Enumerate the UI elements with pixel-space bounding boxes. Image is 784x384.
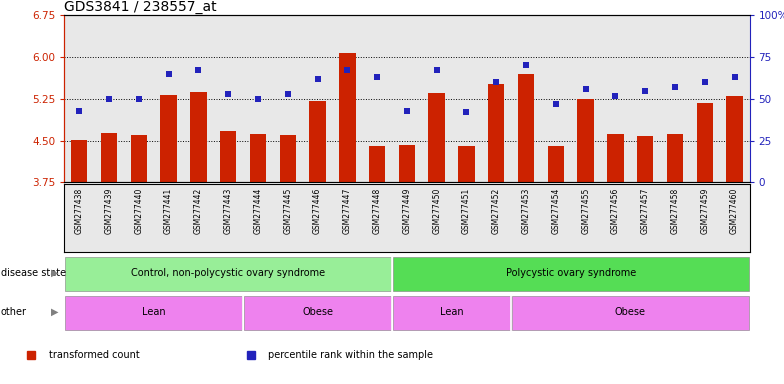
- Bar: [548, 146, 564, 182]
- Point: [252, 96, 264, 102]
- Point: [609, 93, 622, 99]
- Bar: [393, 296, 510, 330]
- Text: GSM277456: GSM277456: [611, 188, 620, 234]
- Bar: [131, 135, 147, 182]
- Text: GSM277453: GSM277453: [521, 188, 531, 234]
- Text: ▶: ▶: [50, 307, 58, 317]
- Text: GSM277457: GSM277457: [641, 188, 650, 234]
- Bar: [191, 92, 206, 182]
- Bar: [727, 96, 742, 182]
- Text: GSM277454: GSM277454: [551, 188, 561, 234]
- Point: [401, 108, 413, 114]
- Point: [162, 71, 175, 77]
- Point: [430, 68, 443, 74]
- Bar: [429, 93, 445, 182]
- Bar: [393, 257, 749, 291]
- Bar: [220, 131, 236, 182]
- Point: [222, 91, 234, 97]
- Bar: [339, 53, 355, 182]
- Point: [103, 96, 115, 102]
- Bar: [488, 84, 504, 182]
- Bar: [101, 133, 117, 182]
- Bar: [697, 103, 713, 182]
- Text: GSM277459: GSM277459: [700, 188, 710, 234]
- Text: GSM277450: GSM277450: [432, 188, 441, 234]
- Text: GSM277460: GSM277460: [730, 188, 739, 234]
- Text: GSM277447: GSM277447: [343, 188, 352, 234]
- Text: percentile rank within the sample: percentile rank within the sample: [268, 350, 433, 360]
- Text: GSM277449: GSM277449: [402, 188, 412, 234]
- Text: Obese: Obese: [615, 307, 646, 317]
- Bar: [637, 136, 653, 182]
- Point: [490, 79, 503, 85]
- Bar: [280, 135, 296, 182]
- Text: Obese: Obese: [302, 307, 333, 317]
- Text: GDS3841 / 238557_at: GDS3841 / 238557_at: [64, 0, 217, 14]
- Bar: [512, 296, 749, 330]
- Bar: [310, 101, 325, 182]
- Point: [639, 88, 652, 94]
- Text: GSM277443: GSM277443: [223, 188, 233, 234]
- Text: other: other: [1, 307, 27, 317]
- Text: GSM277452: GSM277452: [492, 188, 501, 234]
- Point: [699, 79, 711, 85]
- Text: disease state: disease state: [1, 268, 66, 278]
- Text: GSM277455: GSM277455: [581, 188, 590, 234]
- Bar: [399, 145, 415, 182]
- Text: Control, non-polycystic ovary syndrome: Control, non-polycystic ovary syndrome: [131, 268, 325, 278]
- Text: Polycystic ovary syndrome: Polycystic ovary syndrome: [506, 268, 636, 278]
- Bar: [65, 257, 391, 291]
- Point: [728, 74, 741, 80]
- Bar: [250, 134, 266, 182]
- Bar: [71, 139, 87, 182]
- Bar: [65, 296, 242, 330]
- Point: [669, 84, 681, 90]
- Point: [460, 109, 473, 115]
- Text: GSM277448: GSM277448: [372, 188, 382, 234]
- Point: [341, 68, 354, 74]
- Point: [579, 86, 592, 92]
- Text: GSM277444: GSM277444: [253, 188, 263, 234]
- Point: [550, 101, 562, 107]
- Text: GSM277442: GSM277442: [194, 188, 203, 234]
- Bar: [244, 296, 391, 330]
- Text: GSM277446: GSM277446: [313, 188, 322, 234]
- Point: [371, 74, 383, 80]
- Point: [73, 108, 85, 114]
- Point: [132, 96, 145, 102]
- Bar: [608, 134, 623, 182]
- Bar: [459, 146, 474, 182]
- Point: [192, 68, 205, 74]
- Text: GSM277445: GSM277445: [283, 188, 292, 234]
- Text: Lean: Lean: [142, 307, 165, 317]
- Point: [281, 91, 294, 97]
- Point: [520, 63, 532, 69]
- Text: GSM277451: GSM277451: [462, 188, 471, 234]
- Text: Lean: Lean: [440, 307, 463, 317]
- Text: GSM277438: GSM277438: [74, 188, 84, 234]
- Point: [311, 76, 324, 82]
- Bar: [578, 99, 593, 182]
- Bar: [369, 146, 385, 182]
- Bar: [518, 74, 534, 182]
- Text: GSM277458: GSM277458: [670, 188, 680, 234]
- Text: GSM277439: GSM277439: [104, 188, 114, 234]
- Text: ▶: ▶: [50, 268, 58, 278]
- Bar: [161, 95, 176, 182]
- Bar: [667, 134, 683, 182]
- Text: GSM277440: GSM277440: [134, 188, 143, 234]
- Text: GSM277441: GSM277441: [164, 188, 173, 234]
- Text: transformed count: transformed count: [49, 350, 140, 360]
